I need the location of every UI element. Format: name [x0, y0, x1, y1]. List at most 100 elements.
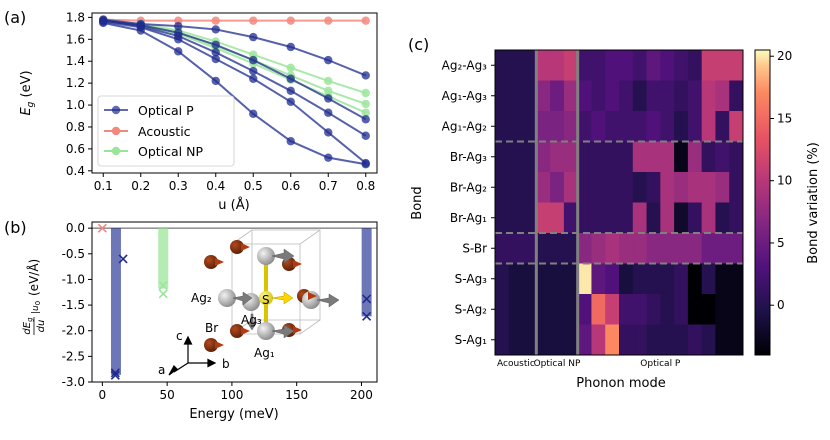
heatmap-cell	[660, 202, 675, 234]
row-label: S-Br	[462, 241, 487, 255]
y-tick-label: 0.0	[66, 221, 85, 235]
derivative-marker	[118, 254, 128, 264]
ag-atom	[218, 289, 236, 307]
heatmap-cell	[563, 141, 579, 173]
x-tick-label: 150	[285, 388, 308, 402]
heatmap-cell	[577, 294, 592, 325]
colorbar-ticks: 0 5 10 15 20	[770, 49, 792, 312]
heatmap-cell	[619, 172, 634, 203]
heatmap-cell	[674, 141, 689, 173]
heatmap-cell	[577, 141, 592, 173]
heatmap-cell	[508, 202, 523, 234]
x-tick-label: 0.8	[356, 179, 375, 193]
heatmap-cell	[674, 294, 689, 325]
heatmap-cell	[550, 111, 565, 142]
heatmap-cell	[536, 233, 551, 264]
data-point	[324, 76, 333, 86]
derivative-marker	[362, 311, 372, 321]
heatmap-cell	[508, 324, 523, 356]
heatmap-cell	[701, 263, 716, 295]
derivative-bar	[110, 228, 121, 375]
heatmap-cell	[550, 202, 565, 234]
heatmap-cell	[522, 202, 537, 234]
heatmap-cell	[646, 80, 661, 112]
label-ag2: Ag₂	[191, 291, 212, 305]
heatmap-cell	[687, 172, 703, 203]
heatmap-cell	[495, 324, 510, 356]
heatmap-cell	[495, 141, 510, 173]
colorbar-tick-label: 0	[777, 298, 785, 312]
axis-b-label: b	[222, 357, 230, 371]
heatmap-cell	[729, 141, 744, 173]
heatmap-cell	[701, 324, 716, 356]
derivative-marker	[362, 294, 372, 304]
heatmap-cell	[577, 80, 592, 112]
data-point	[361, 71, 370, 80]
heatmap-cell	[550, 50, 565, 81]
heatmap-cell	[646, 202, 661, 234]
heatmap-cell	[701, 233, 716, 264]
heatmap-cell	[619, 263, 634, 295]
heatmap-cell	[646, 172, 661, 203]
data-point	[361, 99, 370, 109]
row-label: Ag₁-Ag₂	[442, 119, 488, 133]
heatmap-cell	[701, 141, 716, 173]
heatmap-cell	[563, 80, 579, 112]
label-s: S	[262, 293, 270, 307]
data-point	[249, 55, 258, 65]
y-tick-label: 0.6	[66, 142, 85, 156]
heatmap-cell	[536, 172, 551, 203]
heatmap-cell	[605, 50, 620, 81]
heatmap-cell	[536, 80, 551, 112]
x-tick-label: 0.7	[319, 179, 338, 193]
heatmap-cell	[508, 50, 523, 81]
heatmap-cell	[495, 294, 510, 325]
column-group-label: Optical NP	[534, 359, 581, 369]
series-line-optical-p-2	[103, 19, 367, 121]
legend-acoustic-marker	[111, 126, 121, 136]
heatmap-cell	[701, 172, 716, 203]
label-ag1: Ag₁	[254, 346, 275, 360]
heatmap-cell	[687, 141, 703, 173]
row-label: Br-Ag₁	[450, 211, 487, 225]
axes-triad	[168, 335, 217, 376]
x-tick-label: 0	[99, 388, 107, 402]
data-point	[174, 47, 183, 56]
legend-optical-np-label: Optical NP	[138, 144, 203, 159]
derivative-marker	[110, 368, 120, 378]
heatmap-cell	[729, 202, 744, 234]
data-point	[136, 26, 145, 35]
x-tick-label: 0.3	[169, 179, 188, 193]
heatmap-cell	[577, 233, 592, 264]
panel-a: (a) 0.1 0.2 0.3 0.4 0.5 0.6 0.7 0.8 0.4 0.6 0.8 1.0…	[4, 8, 378, 213]
data-point	[361, 88, 370, 98]
colorbar-label: Bond variation (%)	[806, 142, 821, 264]
heatmap-cell	[729, 80, 744, 112]
data-point	[324, 16, 333, 25]
heatmap-cell	[495, 202, 510, 234]
heatmap-cell	[632, 233, 647, 264]
row-label: S-Ag₁	[455, 333, 488, 347]
heatmap-cell	[729, 263, 744, 295]
heatmap-cell	[605, 233, 620, 264]
data-point	[286, 16, 295, 25]
y-tick-label: 1.4	[66, 54, 85, 68]
heatmap-cell	[632, 80, 647, 112]
row-label: Br-Ag₃	[450, 150, 487, 164]
legend-box	[97, 95, 235, 167]
heatmap-cell	[715, 141, 730, 173]
heatmap-cell	[508, 141, 523, 173]
heatmap-cell	[563, 50, 579, 81]
axis-a-label: a	[158, 363, 165, 377]
heatmap-cell	[591, 141, 606, 173]
heatmap-cell	[646, 141, 661, 173]
data-point	[286, 137, 295, 146]
heatmap-cell	[550, 141, 565, 173]
heatmap-cell	[687, 202, 703, 234]
heatmap-cell	[577, 50, 592, 81]
heatmap-cell	[619, 202, 634, 234]
br-atom	[204, 255, 218, 269]
heatmap-cell	[522, 80, 537, 112]
